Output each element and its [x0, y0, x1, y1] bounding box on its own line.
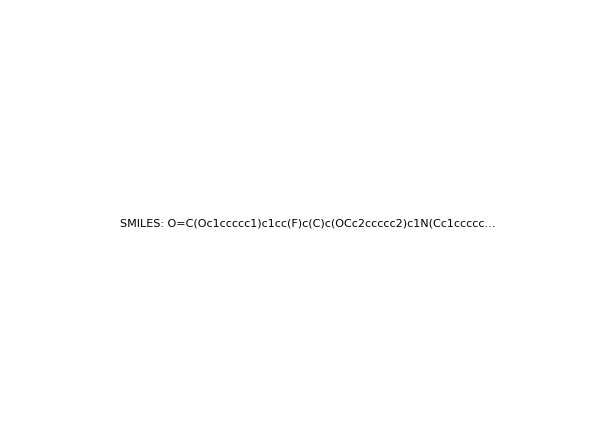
- Text: SMILES: O=C(Oc1ccccc1)c1cc(F)c(C)c(OCc2ccccc2)c1N(Cc1ccccc...: SMILES: O=C(Oc1ccccc1)c1cc(F)c(C)c(OCc2c…: [120, 219, 495, 229]
